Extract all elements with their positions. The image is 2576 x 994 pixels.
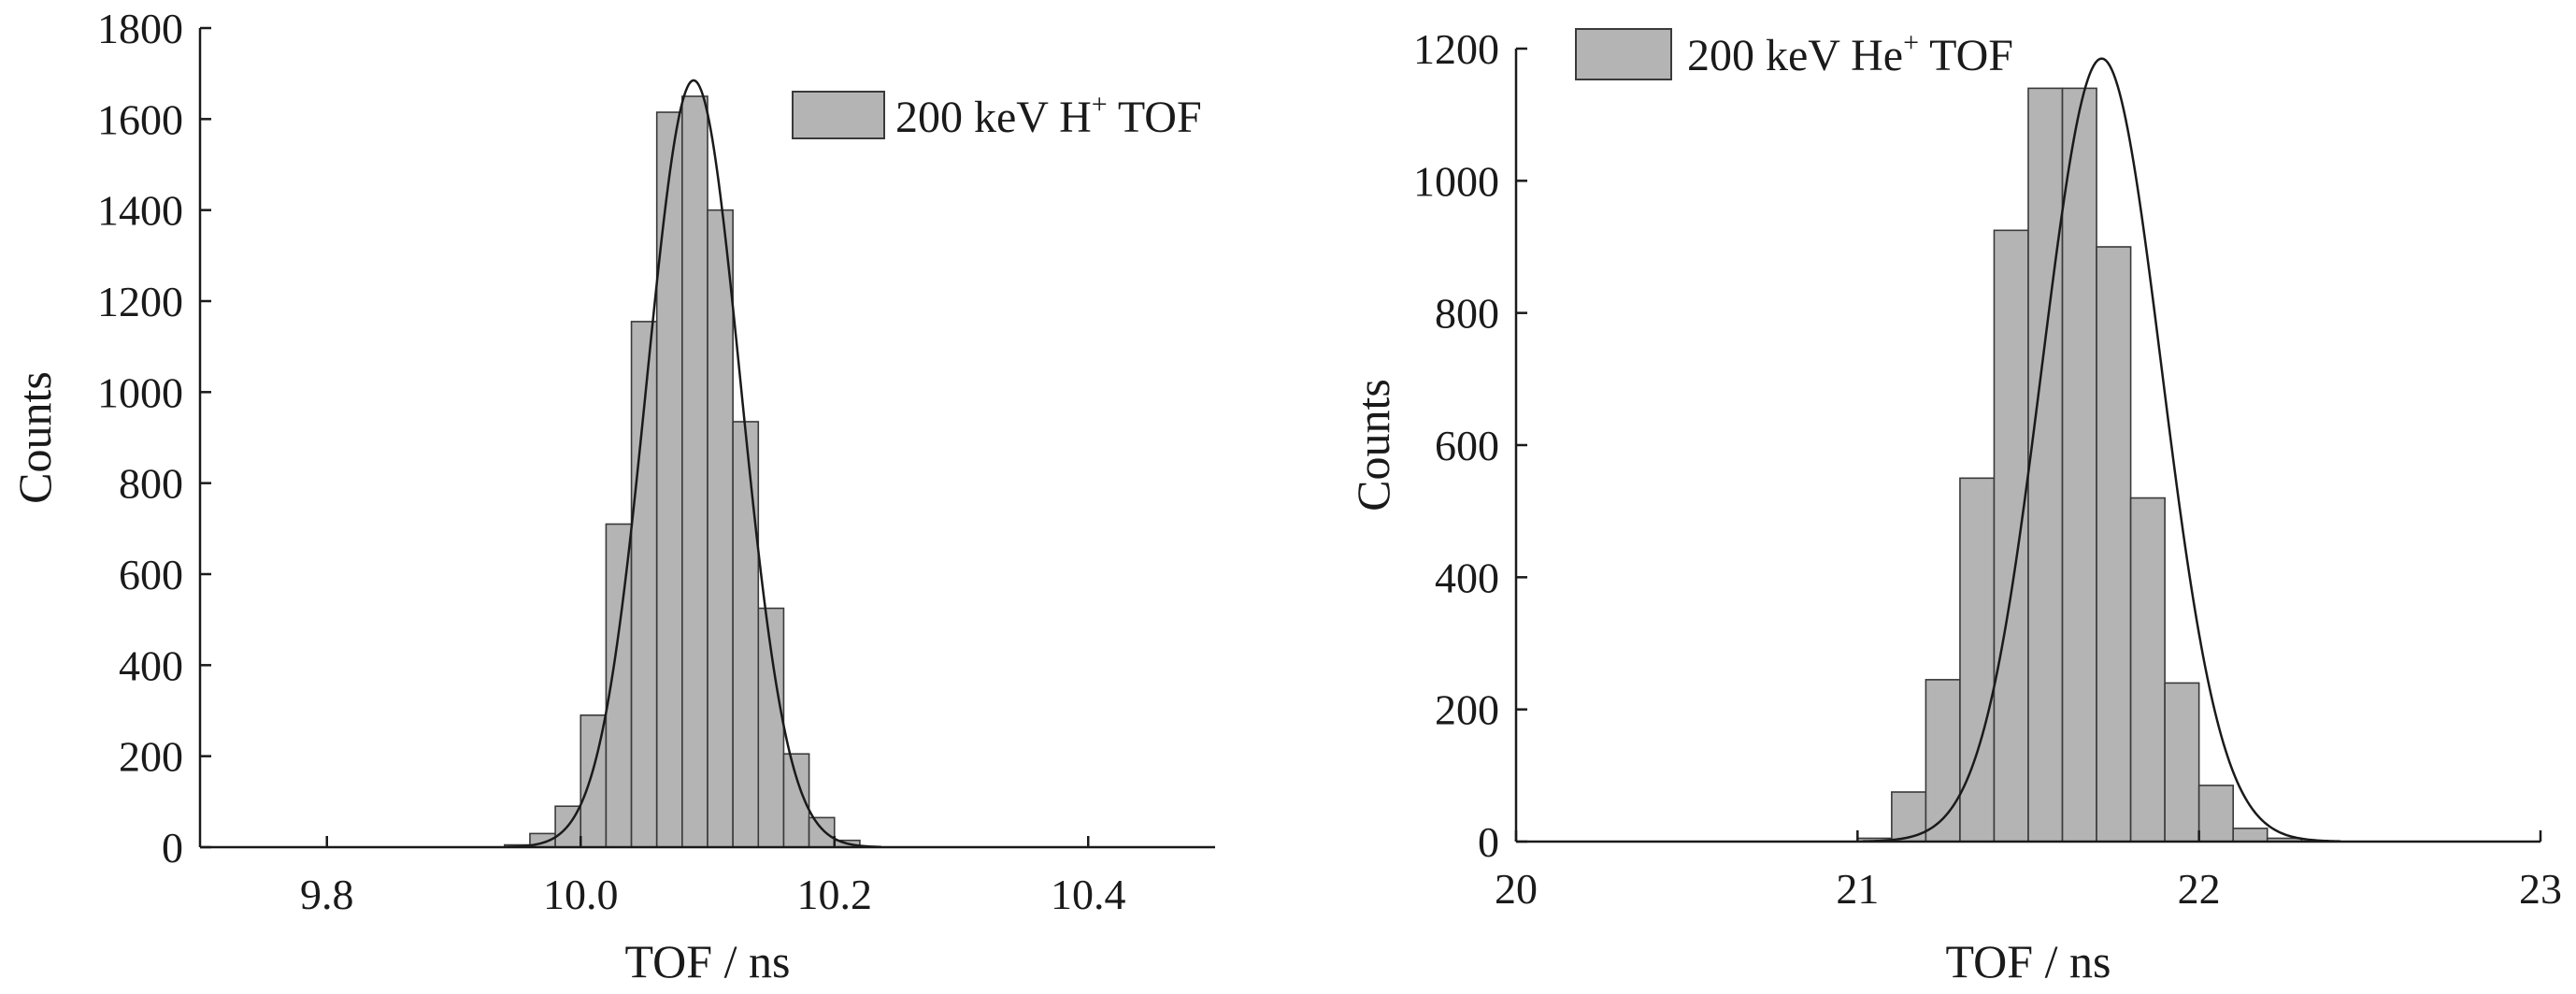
y-axis-title: Counts (8, 371, 61, 504)
x-tick-label: 21 (1836, 865, 1879, 913)
y-axis-title: Counts (1347, 379, 1399, 511)
y-tick-label: 1800 (97, 5, 183, 52)
chart-h-tof: 0 200 400 600 800 1000 1200 1400 1600 1800 9.8 10.… (8, 5, 1215, 987)
histogram-bar (2096, 246, 2132, 843)
bars (1856, 87, 2303, 843)
histogram-bar (2027, 87, 2064, 843)
histogram-bar (655, 111, 683, 848)
legend: 200 keV He+ TOF (1575, 27, 2013, 80)
y-tick-label: 1000 (97, 368, 183, 416)
y-tick-label: 600 (1435, 422, 1499, 469)
y-tick-label: 400 (119, 641, 183, 689)
y-tick-label: 0 (1478, 818, 1499, 866)
y-tick-label: 1200 (1413, 25, 1499, 73)
y-tick-label: 600 (119, 551, 183, 598)
x-tick-label: 9.8 (300, 871, 354, 918)
histogram-bar (2232, 828, 2268, 843)
legend-label-main: 200 keV He (1687, 31, 1903, 80)
legend-label-sup: + (1903, 27, 1919, 58)
legend-label-sup: + (1092, 89, 1108, 120)
y-ticks: 0 200 400 600 800 1000 1200 (1413, 25, 1527, 866)
x-tick-label: 22 (2178, 865, 2221, 913)
y-tick-label: 1600 (97, 95, 183, 143)
x-tick-label: 10.2 (797, 871, 873, 918)
x-axis-title: TOF / ns (1946, 935, 2111, 987)
histogram-bar (732, 421, 760, 848)
y-tick-label: 1200 (97, 278, 183, 325)
histogram-bar (1959, 477, 1996, 843)
x-ticks: 20 21 22 23 (1495, 830, 2562, 913)
histogram-bar (2197, 785, 2235, 843)
x-ticks: 9.8 10.0 10.2 10.4 (300, 836, 1126, 918)
gaussian-fit-line (506, 79, 882, 848)
y-tick-label: 1400 (97, 187, 183, 235)
x-tick-label: 20 (1495, 865, 1538, 913)
x-tick-label: 23 (2519, 865, 2562, 913)
histogram-bar (808, 816, 836, 848)
y-tick-label: 200 (119, 733, 183, 781)
y-tick-label: 800 (119, 460, 183, 508)
histogram-bar (2164, 682, 2200, 843)
x-tick-label: 10.0 (543, 871, 619, 918)
histogram-bar (1993, 229, 2029, 843)
y-ticks: 0 200 400 600 800 1000 1200 1400 1600 1800 (97, 5, 211, 872)
legend-label-tail: TOF (1108, 93, 1202, 142)
histogram-bar (707, 209, 734, 848)
legend: 200 keV H+ TOF (792, 89, 1202, 142)
x-axis-title: TOF / ns (625, 935, 791, 987)
bars (503, 95, 861, 848)
y-tick-label: 1000 (1413, 157, 1499, 205)
histogram-bar (1925, 679, 1961, 843)
y-tick-label: 200 (1435, 686, 1499, 734)
legend-label-main: 200 keV H (895, 93, 1092, 142)
y-tick-label: 800 (1435, 290, 1499, 338)
gaussian-fit-line (1862, 57, 2341, 843)
histogram-bar (2129, 497, 2166, 843)
y-tick-label: 0 (162, 824, 183, 872)
y-tick-label: 400 (1435, 554, 1499, 601)
legend-swatch (1575, 28, 1672, 80)
histogram-bar (2061, 87, 2097, 843)
x-tick-label: 10.4 (1051, 871, 1126, 918)
legend-swatch (792, 91, 885, 139)
legend-label: 200 keV He+ TOF (1687, 27, 2013, 80)
histogram-bar (681, 95, 708, 848)
legend-label: 200 keV H+ TOF (895, 89, 1202, 142)
legend-label-tail: TOF (1919, 31, 2013, 80)
